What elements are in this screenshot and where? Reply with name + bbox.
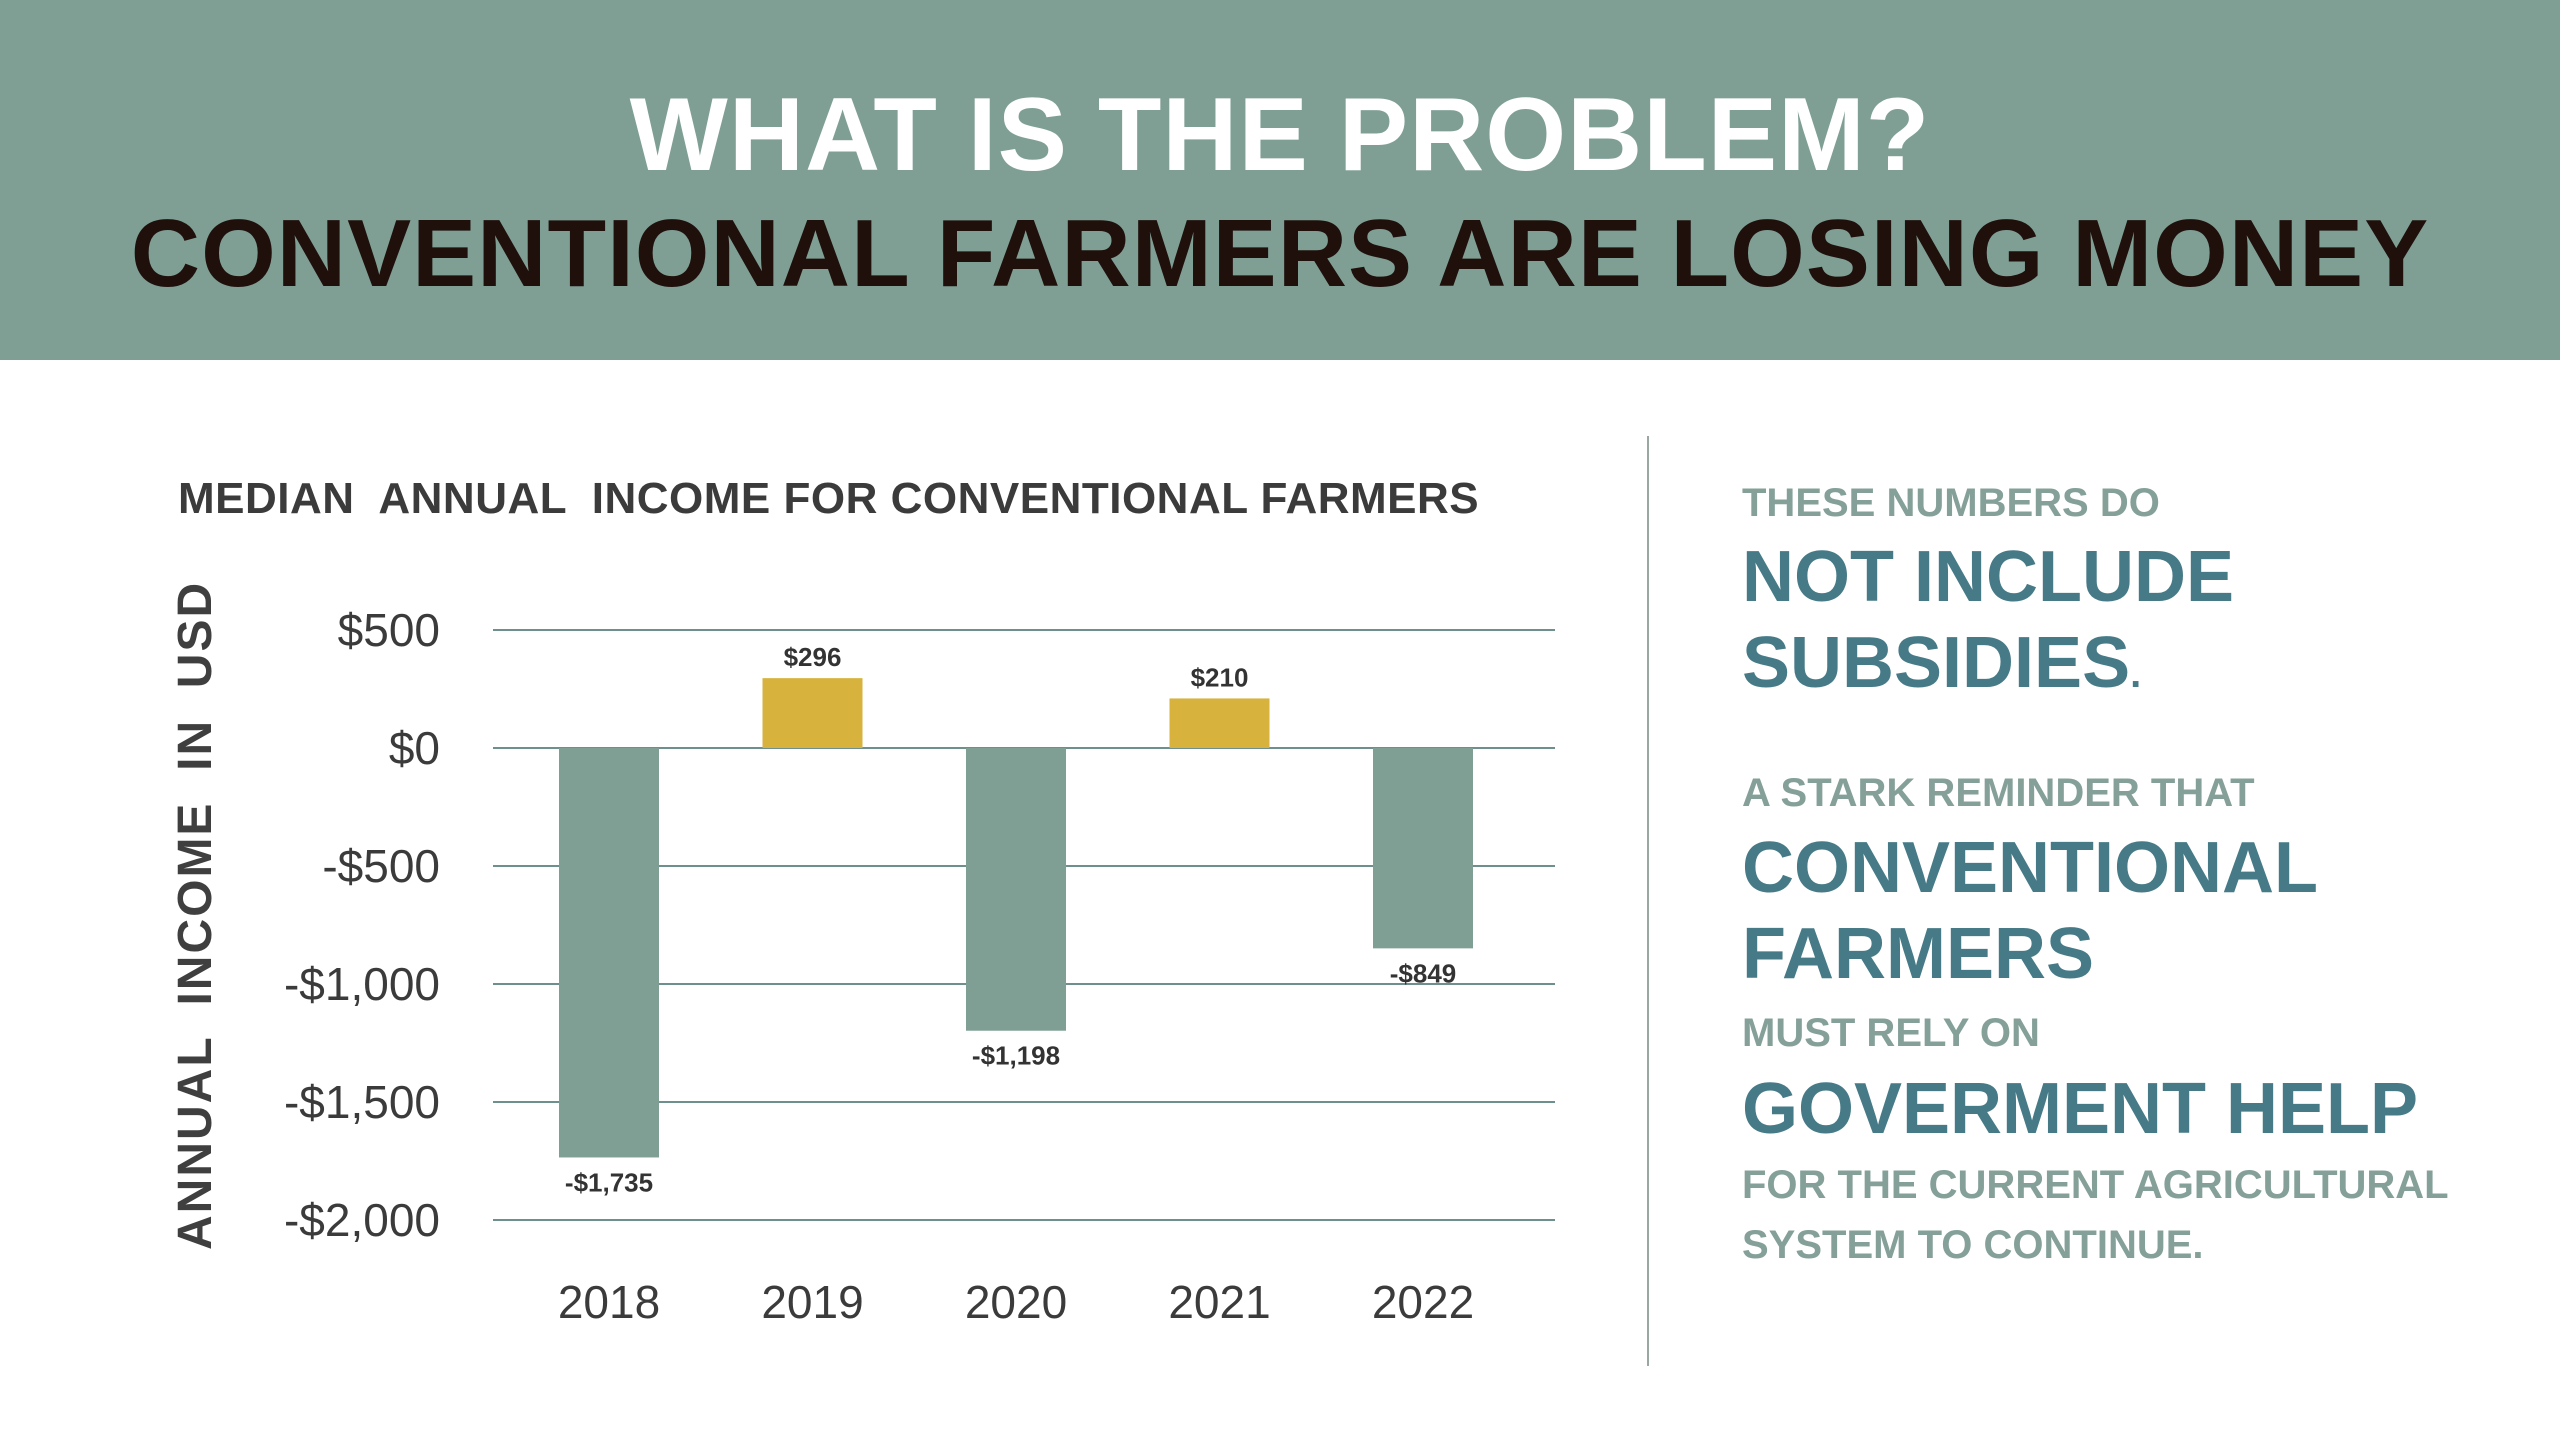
x-tick-label: 2021 — [1168, 1276, 1270, 1328]
side-note-line-4: FOR THE CURRENT AGRICULTURAL — [1742, 1163, 2449, 1207]
data-label: $296 — [784, 642, 842, 672]
side-note-highlight-5: GOVERMENT HELP — [1742, 1069, 2419, 1149]
y-tick-label: $0 — [389, 722, 440, 774]
side-note-highlight-2-text: SUBSIDIES — [1742, 623, 2131, 703]
data-label: $210 — [1191, 662, 1249, 692]
side-note-highlight-4: FARMERS — [1742, 914, 2095, 994]
bar — [762, 678, 863, 748]
bar-chart: $500 $0 -$500 -$1,000 -$1,500 -$2,000 -$1,735 2… — [284, 604, 1555, 1328]
y-tick-label: -$500 — [322, 840, 440, 892]
bar — [1169, 698, 1270, 748]
bar — [1373, 748, 1473, 949]
chart-title: MEDIAN ANNUAL INCOME FOR CONVENTIONAL FA… — [178, 474, 1480, 523]
bar — [559, 748, 659, 1158]
y-tick-label: -$1,000 — [284, 958, 440, 1010]
x-tick-label: 2020 — [965, 1276, 1067, 1328]
header-banner: WHAT IS THE PROBLEM? CONVENTIONAL FARMER… — [0, 0, 2560, 360]
x-tick-label: 2019 — [761, 1276, 863, 1328]
y-tick-label: $500 — [338, 604, 440, 656]
bar — [966, 748, 1066, 1031]
y-tick-label: -$1,500 — [284, 1076, 440, 1128]
side-note-highlight-2: SUBSIDIES. — [1742, 620, 2141, 717]
data-label: -$849 — [1390, 958, 1457, 988]
y-tick-label: -$2,000 — [284, 1194, 440, 1246]
side-note-line-5: SYSTEM TO CONTINUE. — [1742, 1223, 2204, 1267]
vertical-divider — [1647, 436, 1649, 1366]
data-label: -$1,735 — [565, 1167, 653, 1197]
headline-statement: CONVENTIONAL FARMERS ARE LOSING MONEY — [130, 200, 2430, 307]
headline-question: WHAT IS THE PROBLEM? — [629, 77, 1931, 193]
side-note-highlight-1: NOT INCLUDE — [1742, 537, 2234, 617]
x-tick-label: 2022 — [1372, 1276, 1474, 1328]
side-note-line-3: MUST RELY ON — [1742, 1011, 2040, 1055]
side-note-highlight-3: CONVENTIONAL — [1742, 828, 2318, 908]
side-note-line-1: THESE NUMBERS DO — [1742, 481, 2160, 525]
x-tick-label: 2018 — [558, 1276, 660, 1328]
side-note-period: . — [2130, 652, 2142, 696]
side-note-line-2: A STARK REMINDER THAT — [1742, 771, 2255, 815]
data-label: -$1,198 — [972, 1041, 1060, 1071]
